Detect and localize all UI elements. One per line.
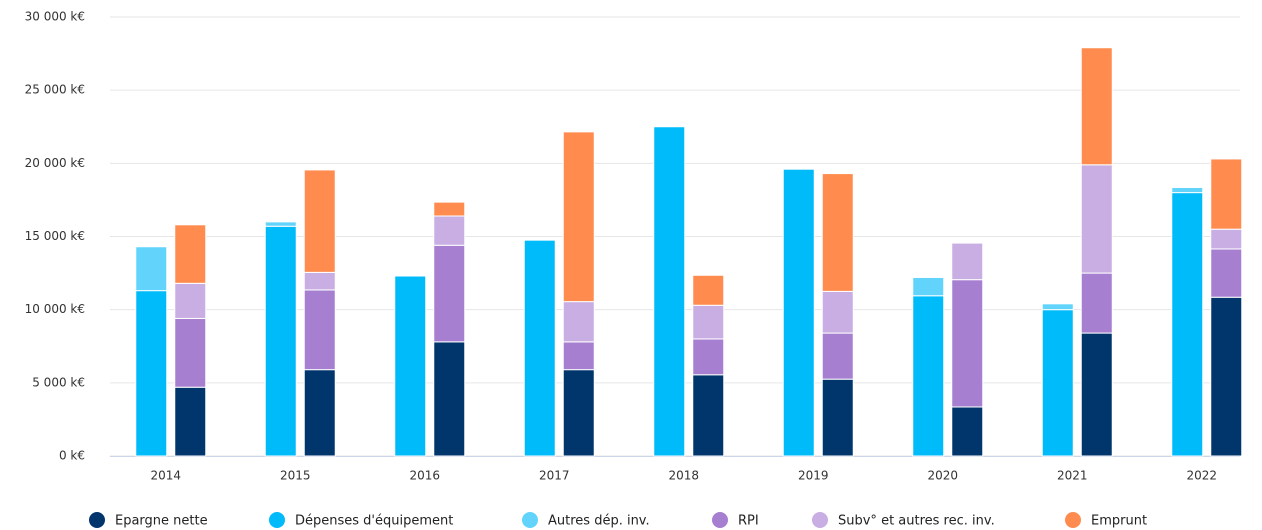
legend-marker [269, 512, 285, 528]
bar-segment [135, 246, 168, 292]
bar-segment [1080, 164, 1113, 274]
legend-marker [89, 512, 105, 528]
bar-segment [821, 378, 854, 457]
legend-label: Subv° et autres rec. inv. [838, 514, 995, 529]
legend-marker [812, 512, 828, 528]
bar-segment [135, 290, 168, 457]
bar-segment [692, 374, 725, 457]
bar-segment [562, 341, 595, 371]
bar-segment [692, 304, 725, 340]
bar-segment [1171, 192, 1204, 457]
bar-segment [562, 301, 595, 343]
bar-segment [951, 406, 984, 457]
x-tick-label: 2022 [1186, 469, 1217, 483]
bar-segment [1080, 272, 1113, 334]
x-tick-label: 2017 [539, 469, 570, 483]
y-tick-label: 5 000 k€ [32, 375, 85, 389]
bar-segment [821, 173, 854, 292]
legend-label: Dépenses d'équipement [295, 514, 453, 529]
bar-segment [912, 276, 945, 297]
bar-segment [264, 221, 297, 227]
bar-segment [1171, 186, 1204, 194]
bar-segment [1080, 47, 1113, 166]
bar-segment [951, 279, 984, 408]
bar-segment [562, 131, 595, 303]
legend-label: RPI [738, 514, 759, 529]
bar-segment [433, 341, 466, 457]
bar-segment [1041, 309, 1074, 457]
bar-segment [1210, 158, 1243, 230]
legend-marker [522, 512, 538, 528]
bar-segment [174, 317, 207, 388]
bar-segment [174, 282, 207, 319]
bar-segment [433, 244, 466, 343]
bar-segment [562, 369, 595, 457]
bar-segment [303, 289, 336, 371]
y-tick-label: 10 000 k€ [25, 302, 85, 316]
bar-segment [821, 290, 854, 334]
y-tick-label: 25 000 k€ [25, 83, 85, 97]
bar-segment [692, 338, 725, 376]
bar-segment [782, 168, 815, 457]
bar-segment [912, 295, 945, 457]
bar-segment [821, 332, 854, 380]
bar-segment [303, 169, 336, 273]
bar-segment [1210, 248, 1243, 298]
legend-label: Epargne nette [115, 514, 208, 529]
x-tick-label: 2021 [1057, 469, 1088, 483]
legend-label: Emprunt [1091, 514, 1147, 529]
legend-label: Autres dép. inv. [548, 514, 650, 529]
legend-marker [1065, 512, 1081, 528]
bar-segment [303, 369, 336, 457]
bar-segment [1080, 332, 1113, 457]
bar-segment [264, 225, 297, 457]
x-tick-label: 2020 [927, 469, 958, 483]
bar-segment [951, 242, 984, 281]
legend-marker [712, 512, 728, 528]
x-tick-label: 2019 [798, 469, 829, 483]
bar-segment [433, 201, 466, 217]
bar-segment [174, 386, 207, 457]
y-tick-label: 30 000 k€ [25, 10, 85, 24]
x-tick-label: 2016 [409, 469, 440, 483]
bar-segment [174, 224, 207, 284]
x-tick-label: 2015 [280, 469, 311, 483]
x-tick-label: 2014 [150, 469, 181, 483]
bar-segment [303, 271, 336, 291]
bar-segment [523, 239, 556, 457]
bar-segment [692, 274, 725, 306]
y-tick-label: 15 000 k€ [25, 229, 85, 243]
y-tick-label: 0 k€ [59, 449, 85, 463]
bar-segment [433, 215, 466, 246]
bar-segment [394, 275, 427, 457]
bar-segment [1041, 303, 1074, 311]
bar-segment [1210, 228, 1243, 250]
y-tick-label: 20 000 k€ [25, 156, 85, 170]
x-tick-label: 2018 [668, 469, 699, 483]
bar-segment [1210, 296, 1243, 457]
bar-segment [653, 126, 686, 457]
